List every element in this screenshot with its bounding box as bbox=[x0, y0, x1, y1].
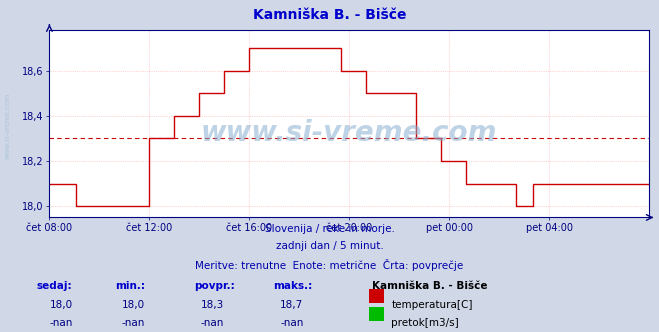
Text: www.si-vreme.com: www.si-vreme.com bbox=[5, 93, 11, 159]
Text: -nan: -nan bbox=[201, 318, 224, 328]
Text: 18,3: 18,3 bbox=[201, 300, 224, 310]
Text: www.si-vreme.com: www.si-vreme.com bbox=[201, 119, 498, 147]
Text: Kamniška B. - Bišče: Kamniška B. - Bišče bbox=[253, 8, 406, 22]
Text: pretok[m3/s]: pretok[m3/s] bbox=[391, 318, 459, 328]
Text: 18,0: 18,0 bbox=[49, 300, 72, 310]
Text: povpr.:: povpr.: bbox=[194, 281, 235, 290]
Text: maks.:: maks.: bbox=[273, 281, 313, 290]
Text: zadnji dan / 5 minut.: zadnji dan / 5 minut. bbox=[275, 241, 384, 251]
Text: Slovenija / reke in morje.: Slovenija / reke in morje. bbox=[264, 224, 395, 234]
Text: Meritve: trenutne  Enote: metrične  Črta: povprečje: Meritve: trenutne Enote: metrične Črta: … bbox=[195, 259, 464, 271]
Text: -nan: -nan bbox=[49, 318, 72, 328]
Text: min.:: min.: bbox=[115, 281, 146, 290]
Text: temperatura[C]: temperatura[C] bbox=[391, 300, 473, 310]
Text: -nan: -nan bbox=[122, 318, 145, 328]
Text: 18,0: 18,0 bbox=[122, 300, 145, 310]
Text: Kamniška B. - Bišče: Kamniška B. - Bišče bbox=[372, 281, 488, 290]
Text: -nan: -nan bbox=[280, 318, 303, 328]
Text: sedaj:: sedaj: bbox=[36, 281, 72, 290]
Text: 18,7: 18,7 bbox=[280, 300, 303, 310]
